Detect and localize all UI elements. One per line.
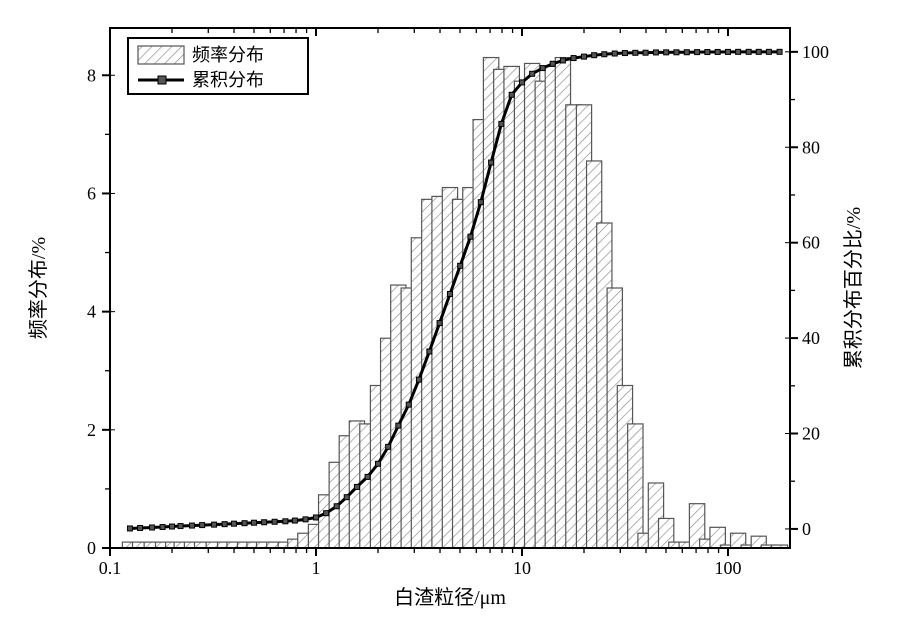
yleft-tick-label: 2 xyxy=(87,420,96,440)
line-marker xyxy=(200,523,205,528)
line-marker xyxy=(303,517,308,522)
legend-label-line: 累积分布 xyxy=(192,70,264,90)
yright-tick-label: 100 xyxy=(802,42,829,62)
x-axis-label: 白渣粒径/μm xyxy=(394,586,506,609)
line-marker xyxy=(458,263,463,268)
x-tick-label: 10 xyxy=(513,558,531,578)
yleft-tick-label: 0 xyxy=(87,538,96,558)
line-marker xyxy=(756,49,761,54)
line-marker xyxy=(283,519,288,524)
x-tick-label: 100 xyxy=(714,558,741,578)
line-marker xyxy=(344,495,349,500)
line-marker xyxy=(653,50,658,55)
line-marker xyxy=(571,56,576,61)
line-marker xyxy=(447,291,452,296)
yleft-axis-label: 频率分布/% xyxy=(27,237,50,339)
legend-swatch-marker xyxy=(158,76,166,84)
x-tick-label: 1 xyxy=(311,558,320,578)
line-marker xyxy=(365,474,370,479)
line-marker xyxy=(509,92,514,97)
line-marker xyxy=(212,522,217,527)
freq-bar xyxy=(628,424,643,548)
line-marker xyxy=(354,484,359,489)
line-marker xyxy=(222,522,227,527)
yright-tick-label: 60 xyxy=(802,233,820,253)
line-marker xyxy=(715,49,720,54)
legend-swatch-bar xyxy=(138,46,184,64)
chart-container: 0.111010002468020406080100白渣粒径/μm频率分布/%累… xyxy=(0,0,900,643)
line-marker xyxy=(674,50,679,55)
line-marker xyxy=(232,521,237,526)
line-marker xyxy=(582,54,587,59)
line-marker xyxy=(612,51,617,56)
line-marker xyxy=(396,423,401,428)
line-marker xyxy=(560,58,565,63)
line-marker xyxy=(272,519,277,524)
line-marker xyxy=(127,526,132,531)
line-marker xyxy=(684,50,689,55)
line-marker xyxy=(150,525,155,530)
yleft-tick-label: 8 xyxy=(87,65,96,85)
line-marker xyxy=(705,50,710,55)
line-marker xyxy=(664,50,669,55)
x-tick-label: 0.1 xyxy=(99,558,122,578)
line-marker xyxy=(138,525,143,530)
line-marker xyxy=(695,50,700,55)
yleft-tick-label: 4 xyxy=(87,302,96,322)
line-marker xyxy=(766,49,771,54)
line-marker xyxy=(746,49,751,54)
line-marker xyxy=(643,50,648,55)
line-marker xyxy=(427,349,432,354)
line-marker xyxy=(437,321,442,326)
legend-label-bar: 频率分布 xyxy=(192,45,264,65)
line-marker xyxy=(313,515,318,520)
line-marker xyxy=(725,49,730,54)
line-marker xyxy=(622,51,627,56)
yright-axis-label: 累积分布百分比/% xyxy=(842,207,865,369)
line-marker xyxy=(324,511,329,516)
yright-tick-label: 80 xyxy=(802,137,820,157)
line-marker xyxy=(736,49,741,54)
line-marker xyxy=(170,524,175,529)
yright-tick-label: 40 xyxy=(802,328,820,348)
line-marker xyxy=(189,523,194,528)
line-marker xyxy=(478,200,483,205)
line-marker xyxy=(292,518,297,523)
line-marker xyxy=(334,504,339,509)
line-marker xyxy=(777,49,782,54)
line-marker xyxy=(633,50,638,55)
line-marker xyxy=(530,71,535,76)
yright-tick-label: 0 xyxy=(802,519,811,539)
line-marker xyxy=(386,444,391,449)
line-marker xyxy=(602,52,607,57)
line-marker xyxy=(242,521,247,526)
yright-tick-label: 20 xyxy=(802,424,820,444)
line-marker xyxy=(540,66,545,71)
particle-size-chart: 0.111010002468020406080100白渣粒径/μm频率分布/%累… xyxy=(0,0,900,643)
line-marker xyxy=(160,525,165,530)
yleft-tick-label: 6 xyxy=(87,183,96,203)
line-marker xyxy=(499,121,504,126)
line-marker xyxy=(592,53,597,58)
line-marker xyxy=(550,61,555,66)
line-marker xyxy=(468,234,473,239)
line-marker xyxy=(376,461,381,466)
line-marker xyxy=(262,520,267,525)
line-marker xyxy=(519,80,524,85)
line-marker xyxy=(416,377,421,382)
line-marker xyxy=(489,160,494,165)
line-marker xyxy=(251,520,256,525)
line-marker xyxy=(178,524,183,529)
line-marker xyxy=(406,402,411,407)
